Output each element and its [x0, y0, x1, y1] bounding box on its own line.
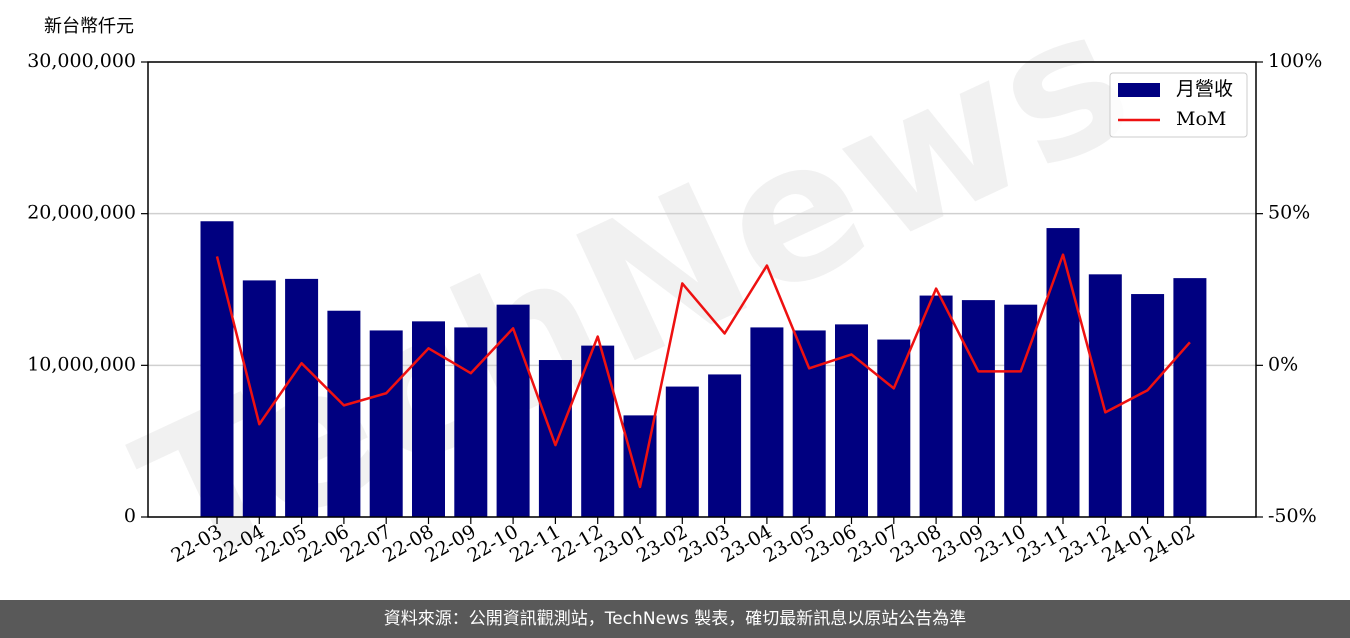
- legend-label: MoM: [1176, 108, 1226, 130]
- bar: [665, 386, 699, 517]
- bar: [538, 360, 572, 517]
- bar: [1131, 294, 1165, 517]
- y-tick-label: 30,000,000: [27, 50, 136, 72]
- bar: [369, 330, 403, 517]
- footer: 資料來源：公開資訊觀測站，TechNews 製表，確切最新訊息以原站公告為準: [0, 600, 1350, 638]
- bar: [919, 295, 953, 517]
- bar: [454, 327, 488, 517]
- y2-tick-label: 100%: [1268, 50, 1322, 72]
- bar: [877, 339, 911, 517]
- y2-tick-label: -50%: [1268, 505, 1317, 527]
- bar: [1088, 274, 1122, 517]
- bar: [412, 321, 445, 517]
- bar: [708, 374, 742, 517]
- bar: [835, 324, 868, 517]
- y-tick-label: 20,000,000: [27, 202, 136, 224]
- legend-swatch: [1118, 83, 1160, 97]
- bar: [327, 310, 361, 517]
- plot-frame: [147, 61, 1257, 518]
- line: [215, 253, 1191, 489]
- legend-label: 月營收: [1176, 78, 1233, 100]
- y-tick-label: 0: [124, 505, 136, 527]
- bar: [750, 327, 784, 517]
- y2-tick-label: 50%: [1268, 202, 1310, 224]
- chart: 新台幣仟元 TechNews010,000,00020,000,00030,00…: [27, 0, 1322, 612]
- bar: [961, 300, 995, 517]
- y-axis-title: 新台幣仟元: [44, 16, 134, 37]
- bar: [200, 221, 234, 517]
- bar: [285, 278, 319, 517]
- bar: [242, 280, 276, 517]
- bar: [496, 304, 530, 517]
- bar: [581, 345, 615, 517]
- bar: [1046, 228, 1080, 517]
- y2-tick-label: 0%: [1268, 353, 1298, 375]
- bar: [1173, 278, 1207, 517]
- bar: [792, 330, 826, 517]
- y-tick-label: 10,000,000: [27, 353, 136, 375]
